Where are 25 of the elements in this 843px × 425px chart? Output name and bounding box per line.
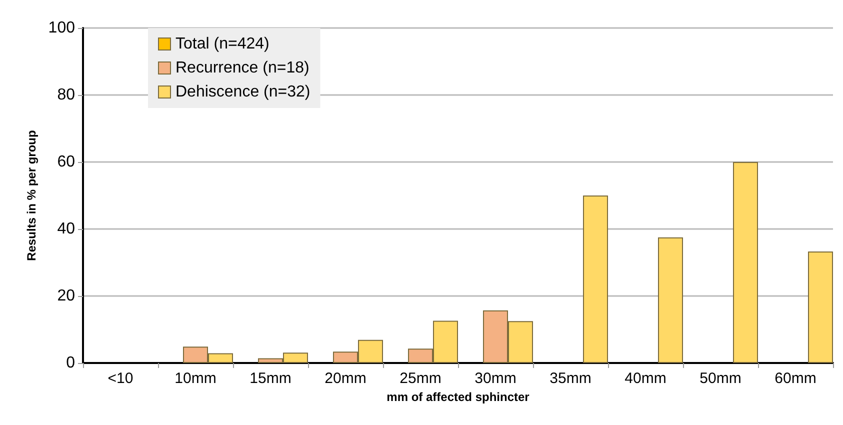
x-tick-label: 60mm	[774, 370, 816, 387]
x-tick-label: 50mm	[700, 370, 742, 387]
y-tick-label: 20	[57, 288, 76, 304]
x-tick-label: 15mm	[250, 370, 292, 387]
x-tick-label: <10	[108, 370, 134, 387]
x-tick-label: 35mm	[550, 370, 592, 387]
bar	[733, 162, 758, 363]
legend-label: Total (n=424)	[176, 36, 270, 52]
bar	[658, 237, 683, 363]
legend-label: Recurrence (n=18)	[176, 60, 310, 76]
x-tick-label: 25mm	[400, 370, 442, 387]
y-tick-label: 80	[57, 86, 76, 104]
bar	[583, 196, 608, 363]
legend-label: Dehiscence (n=32)	[176, 84, 310, 100]
y-axis-title: Results in % per group	[24, 130, 38, 261]
x-tick-label: 40mm	[624, 370, 666, 387]
y-tick-label: 60	[57, 154, 76, 170]
y-tick-label: 100	[48, 20, 76, 36]
x-axis-title: mm of affected sphincter	[386, 390, 530, 404]
y-tick-label: 0	[66, 354, 76, 372]
bar	[808, 251, 833, 363]
x-tick-label: 20mm	[324, 370, 366, 387]
x-tick-label: 30mm	[474, 370, 516, 387]
y-tick-label: 40	[57, 220, 76, 238]
x-tick-label: 10mm	[174, 370, 216, 387]
